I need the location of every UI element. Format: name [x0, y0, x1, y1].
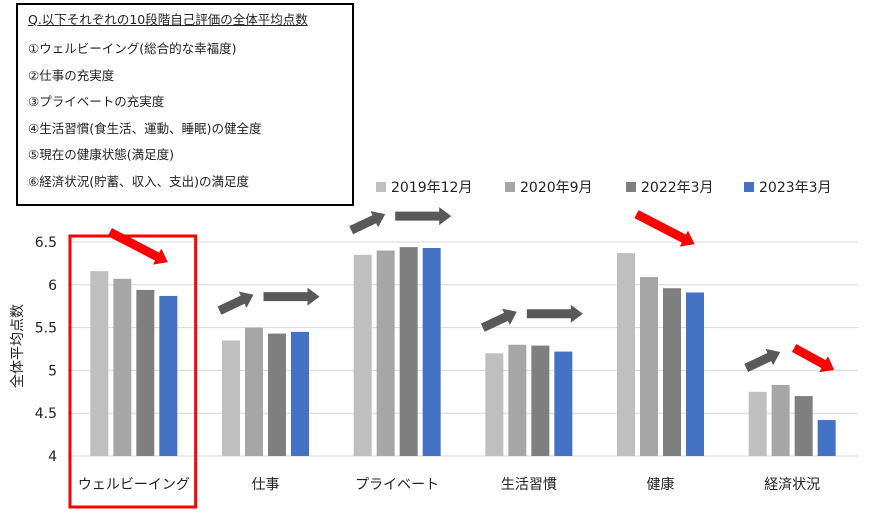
bar: [686, 292, 704, 456]
bar: [422, 247, 441, 456]
bar: [113, 278, 132, 456]
bar: [159, 295, 178, 456]
bar: [771, 384, 790, 456]
trend-arrow: [744, 348, 781, 372]
bar: [748, 391, 767, 456]
question-box: Q.以下それぞれの10段階自己評価の全体平均点数 ①ウェルビーイング(総合的な幸…: [16, 3, 354, 206]
bar: [90, 271, 109, 456]
legend-swatch: [626, 182, 636, 192]
trend-arrow: [634, 210, 695, 247]
legend-swatch: [376, 182, 386, 192]
highlight-box: [68, 234, 198, 509]
gridlines: [68, 241, 858, 457]
bar: [291, 331, 309, 456]
x-tick-label: 経済状況: [764, 477, 820, 493]
question-list: ①ウェルビーイング(総合的な幸福度) ②仕事の充実度 ③プライベートの充実度 ④…: [28, 36, 352, 196]
y-tick-labels: 4 4.5 5 5.5 6 6.5: [35, 235, 57, 465]
question-item: ③プライベートの充実度: [28, 94, 165, 110]
trend-arrow: [526, 304, 583, 323]
question-item: ④生活習慣(食生活、運動、睡眠)の健全度: [28, 120, 262, 136]
y-tick-label: 6.5: [35, 235, 57, 251]
trend-arrow: [217, 291, 254, 315]
question-item: ①ウェルビーイング(総合的な幸福度): [28, 41, 237, 56]
trend-arrow: [480, 308, 517, 332]
bar: [245, 327, 263, 456]
trend-arrows: [107, 207, 835, 373]
bar: [376, 250, 395, 456]
bar: [222, 340, 240, 456]
bar: [268, 333, 286, 456]
trend-arrow: [792, 344, 835, 373]
bar: [531, 345, 550, 456]
question-item: ⑥経済状況(貯蓄、収入、支出)の満足度: [28, 173, 249, 189]
bar: [485, 353, 504, 456]
y-axis-label: 全体平均点数: [9, 304, 26, 388]
bars: [90, 247, 836, 456]
bar: [136, 289, 155, 456]
x-tick-label: ウェルビーイング: [78, 477, 190, 493]
bar: [617, 253, 635, 456]
y-tick-label: 5: [48, 363, 57, 379]
legend-label: 2023年3月: [759, 180, 832, 196]
trend-arrow: [395, 207, 452, 226]
y-tick-label: 4.5: [35, 406, 57, 422]
bar: [640, 277, 658, 456]
trend-arrow: [349, 211, 386, 235]
question-item: ⑤現在の健康状態(満足度): [28, 147, 174, 163]
x-tick-label: 生活習慣: [501, 476, 557, 493]
bar: [663, 288, 681, 456]
bar: [508, 344, 527, 456]
trend-arrow: [263, 287, 320, 306]
legend: 2019年12月 2020年9月 2022年3月 2023年3月: [376, 180, 832, 196]
y-tick-label: 5.5: [35, 321, 57, 337]
y-tick-label: 6: [48, 278, 57, 294]
bar: [794, 396, 813, 456]
legend-swatch: [505, 182, 515, 192]
bar: [817, 420, 836, 456]
x-tick-labels: ウェルビーイング 仕事 プライベート 生活習慣 健康 経済状況: [78, 476, 820, 493]
bar: [399, 247, 418, 456]
legend-label: 2020年9月: [520, 180, 593, 196]
bar: [353, 254, 372, 456]
question-item: ②仕事の充実度: [28, 67, 115, 83]
question-title: Q.以下それぞれの10段階自己評価の全体平均点数: [28, 12, 308, 27]
legend-swatch: [744, 182, 754, 192]
x-tick-label: 健康: [647, 476, 675, 493]
x-tick-label: プライベート: [355, 477, 439, 493]
trend-arrow: [107, 228, 168, 265]
legend-label: 2019年12月: [391, 180, 472, 196]
y-tick-label: 4: [48, 449, 57, 465]
x-tick-label: 仕事: [252, 477, 280, 493]
bar: [554, 351, 573, 456]
legend-label: 2022年3月: [641, 180, 714, 196]
